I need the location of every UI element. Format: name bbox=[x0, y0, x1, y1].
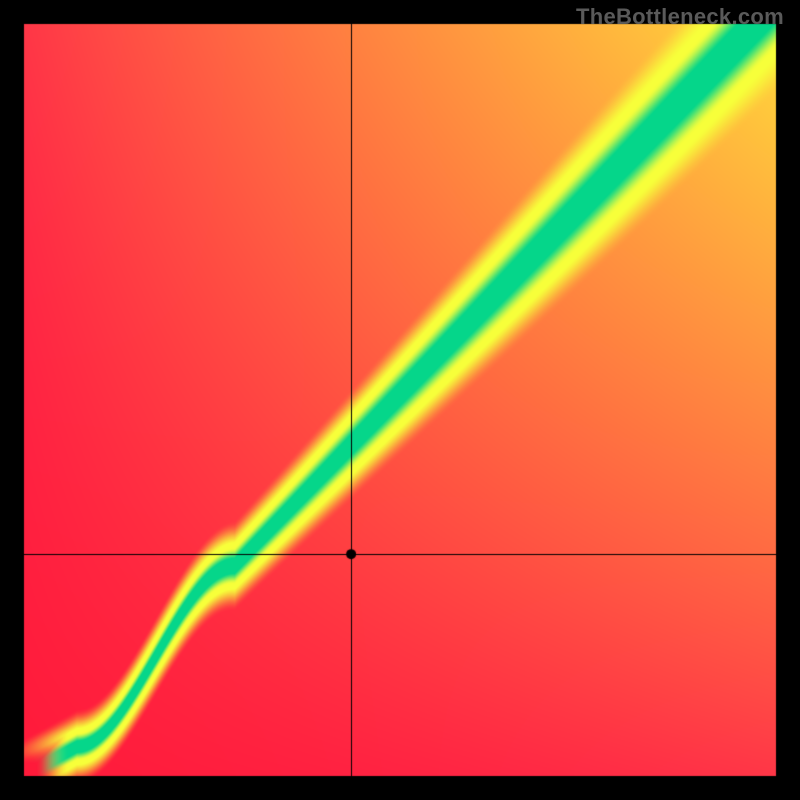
attribution-text: TheBottleneck.com bbox=[576, 4, 784, 30]
bottleneck-heatmap bbox=[0, 0, 800, 800]
